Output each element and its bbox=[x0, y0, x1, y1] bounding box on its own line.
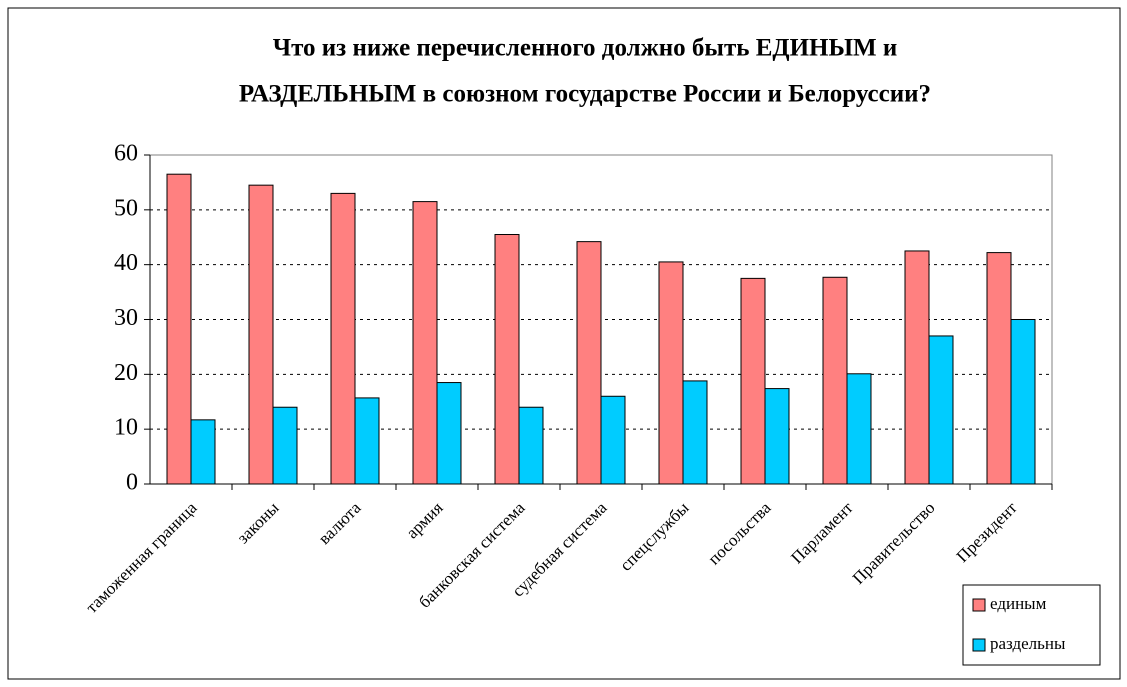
bar bbox=[330, 192, 356, 485]
bar bbox=[518, 406, 544, 485]
y-tick-label: 40 bbox=[114, 250, 138, 276]
bar bbox=[248, 184, 274, 485]
bar bbox=[412, 201, 438, 485]
y-tick-label: 0 bbox=[126, 470, 138, 496]
bar bbox=[272, 406, 298, 485]
legend bbox=[962, 584, 1101, 666]
bar bbox=[494, 234, 520, 485]
chart-title: РАЗДЕЛЬНЫМ в союзном государстве России … bbox=[239, 81, 931, 108]
bar bbox=[576, 241, 602, 485]
legend-swatch bbox=[972, 598, 986, 612]
legend-label: раздельны bbox=[990, 634, 1066, 653]
bar bbox=[846, 373, 872, 485]
chart-title: Что из ниже перечисленного должно быть Е… bbox=[273, 35, 898, 62]
y-tick-label: 60 bbox=[114, 141, 138, 167]
bar bbox=[166, 173, 192, 485]
bar bbox=[740, 277, 766, 485]
bar bbox=[928, 335, 954, 485]
y-tick-label: 10 bbox=[114, 415, 138, 441]
bar bbox=[822, 276, 848, 485]
bar bbox=[764, 388, 790, 485]
bar bbox=[904, 250, 930, 485]
bar bbox=[986, 252, 1012, 485]
bar bbox=[658, 261, 684, 485]
bar bbox=[354, 397, 380, 485]
bar bbox=[436, 382, 462, 485]
legend-label: единым bbox=[990, 594, 1047, 613]
y-tick-label: 50 bbox=[114, 195, 138, 221]
y-tick-label: 20 bbox=[114, 360, 138, 386]
bar bbox=[682, 380, 708, 485]
bar bbox=[190, 419, 216, 485]
legend-swatch bbox=[972, 638, 986, 652]
bar bbox=[1010, 319, 1036, 485]
bar bbox=[600, 395, 626, 485]
y-tick-label: 30 bbox=[114, 305, 138, 331]
